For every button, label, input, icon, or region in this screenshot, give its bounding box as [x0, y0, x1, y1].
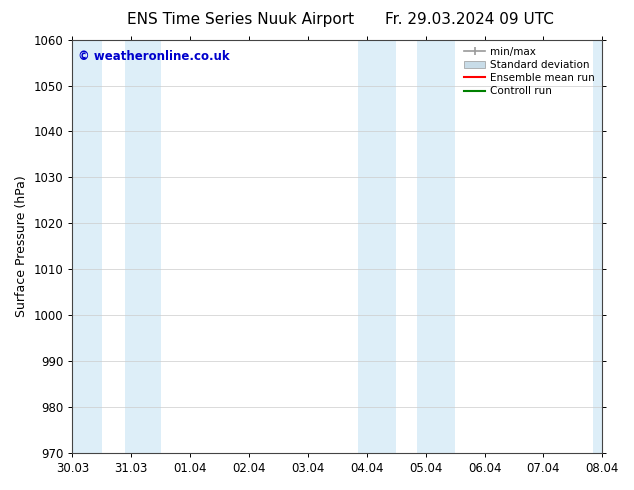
Bar: [417, 40, 455, 453]
Bar: [593, 40, 611, 453]
Text: Fr. 29.03.2024 09 UTC: Fr. 29.03.2024 09 UTC: [385, 12, 553, 27]
Bar: [72, 40, 102, 453]
Text: ENS Time Series Nuuk Airport: ENS Time Series Nuuk Airport: [127, 12, 354, 27]
Y-axis label: Surface Pressure (hPa): Surface Pressure (hPa): [15, 175, 28, 317]
Legend: min/max, Standard deviation, Ensemble mean run, Controll run: min/max, Standard deviation, Ensemble me…: [462, 45, 597, 98]
Bar: [358, 40, 396, 453]
Text: © weatheronline.co.uk: © weatheronline.co.uk: [77, 50, 230, 63]
Bar: [126, 40, 160, 453]
